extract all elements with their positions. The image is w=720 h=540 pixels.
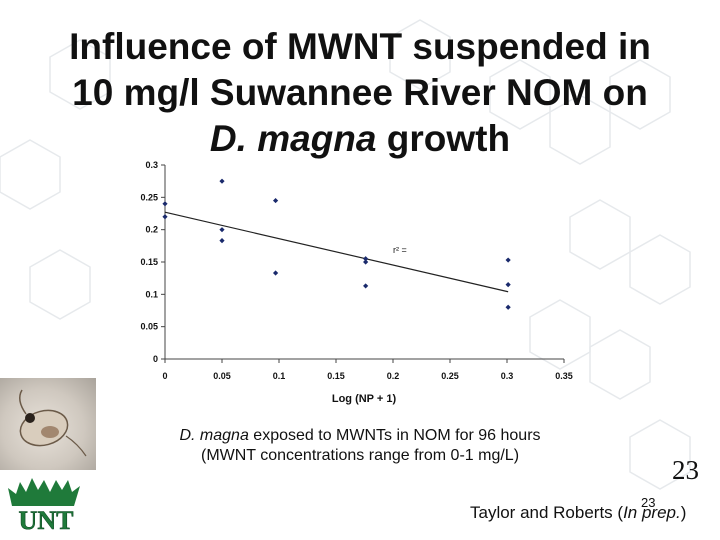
x-tick-label: 0.05 — [213, 371, 231, 381]
caption-line-2: (MWNT concentrations range from 0-1 mg/L… — [200, 447, 520, 464]
data-point — [272, 197, 279, 204]
data-point — [162, 201, 168, 207]
x-tick-labels: 0 0.05 0.1 0.15 0.2 0.25 0.3 0.35 — [162, 371, 572, 381]
title-species: D. magna — [209, 118, 377, 159]
x-tick-label: 0.25 — [441, 371, 459, 381]
y-tick-label: 0.15 — [140, 257, 158, 267]
x-tick-label: 0.1 — [273, 371, 286, 381]
title-line-3: D. magna growth — [20, 116, 700, 162]
data-point — [363, 283, 369, 289]
title-line-3-rest: growth — [376, 118, 511, 159]
credit-suffix: ) — [680, 503, 687, 522]
x-tick-label: 0.35 — [555, 371, 573, 381]
y-tick-label: 0.25 — [140, 192, 158, 202]
data-points — [162, 178, 511, 310]
daphnia-photo — [0, 378, 96, 470]
data-point — [505, 304, 511, 310]
slide-number: 23 — [672, 455, 699, 485]
unt-logo: UNT — [8, 478, 80, 534]
figure-caption: D. magna exposed to MWNTs in NOM for 96 … — [120, 426, 600, 466]
data-point — [363, 256, 369, 262]
y-tick-label: 0 — [153, 354, 158, 364]
svg-text:UNT: UNT — [19, 506, 74, 534]
title-line-1: Influence of MWNT suspended in — [69, 26, 651, 67]
y-tick-label: 0.2 — [145, 225, 158, 235]
trendline — [164, 211, 509, 293]
x-tick-label: 0.15 — [327, 371, 345, 381]
daphnia-icon — [19, 389, 87, 457]
y-tick-label: 0.05 — [140, 322, 158, 332]
data-point — [363, 259, 369, 265]
x-tick-label: 0.2 — [387, 371, 400, 381]
x-axis-label: Log (NP + 1) — [332, 393, 397, 405]
credit-prefix: Taylor and Roberts ( — [470, 503, 624, 522]
data-point — [505, 257, 511, 263]
data-point — [162, 214, 168, 220]
title-line-2: 10 mg/l Suwannee River NOM on — [72, 72, 648, 113]
y-tick-label: 0.3 — [145, 160, 158, 170]
data-point — [219, 227, 225, 233]
x-tick-label: 0 — [162, 371, 167, 381]
slide-title: Influence of MWNT suspended in 10 mg/l S… — [20, 24, 700, 162]
y-tick-labels: 0 0.05 0.1 0.15 0.2 0.25 0.3 — [140, 160, 158, 364]
x-tick-label: 0.3 — [501, 371, 514, 381]
data-point — [219, 238, 225, 244]
data-point — [505, 282, 511, 288]
citation-credit: Taylor and Roberts (In prep.) — [470, 503, 686, 523]
y-tick-label: 0.1 — [145, 289, 158, 299]
r-squared-annotation: r² = — [393, 245, 407, 255]
caption-line-1-rest: exposed to MWNTs in NOM for 96 hours — [248, 427, 541, 444]
chart-axes — [161, 164, 565, 363]
data-point — [272, 270, 279, 276]
footer-page-number: 23 — [641, 495, 656, 510]
credit-italic: In prep. — [623, 503, 681, 522]
data-point — [219, 178, 225, 184]
caption-species: D. magna — [179, 427, 249, 444]
caption-line-1: D. magna exposed to MWNTs in NOM for 96 … — [120, 426, 600, 446]
